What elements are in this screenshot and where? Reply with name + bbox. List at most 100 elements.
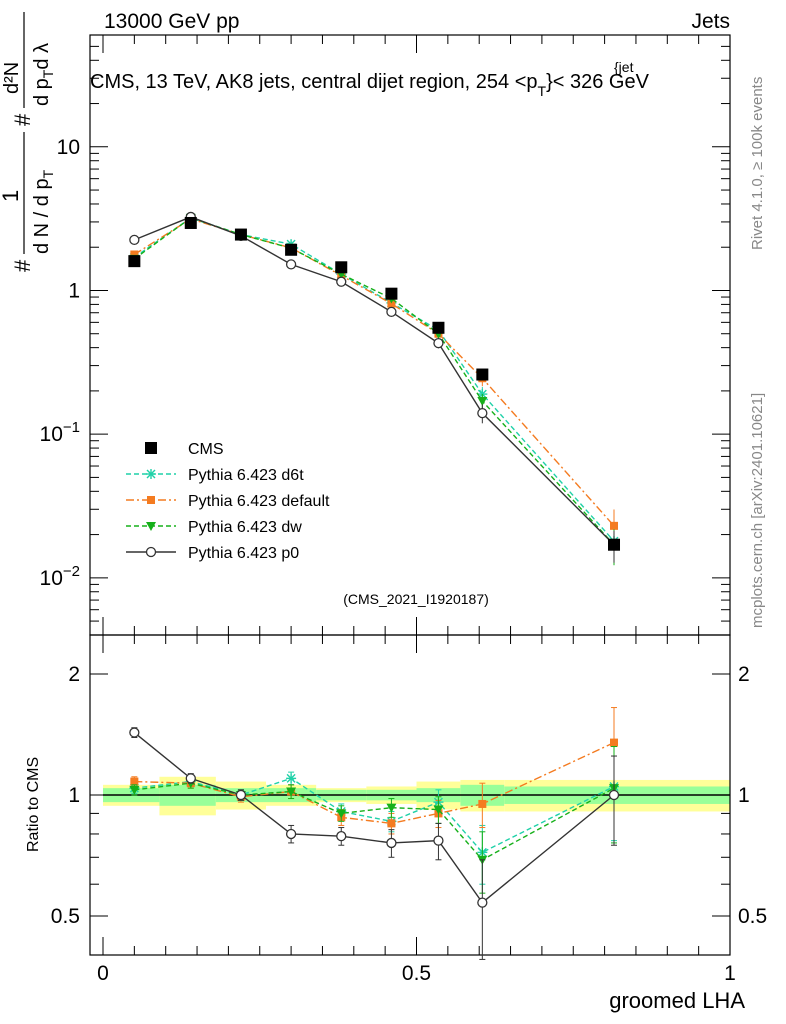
ratio-bands (103, 776, 730, 816)
p0-marker (477, 408, 488, 419)
y-tick-label-base: 10 (40, 423, 63, 446)
dw-marker (386, 803, 397, 813)
main-panel-frame (89, 34, 731, 636)
ylabel-hash2: # (10, 113, 35, 126)
d6t-ratio-line (134, 777, 615, 854)
ylabel-hash: # (10, 259, 35, 272)
ratio-y-tick-label-left: 2 (68, 663, 80, 686)
y-tick-label-base: 10 (40, 567, 63, 590)
p0-marker (477, 897, 488, 908)
x-tick-label: 0.5 (402, 962, 431, 985)
default-marker (147, 496, 155, 504)
title-sup: {jet (614, 59, 634, 75)
ratio-y-tick-label-left: 1 (68, 784, 80, 807)
mcplots-label: mcplots.cern.ch [arXiv:2401.10621] (749, 393, 766, 628)
y-tick-label: 10 (57, 136, 80, 159)
ratio-y-tick-label-right: 1 (738, 784, 750, 807)
p0-marker (285, 259, 297, 270)
title-end: }< 326 GeV (546, 71, 650, 93)
ylabel-den-end: d λ (31, 43, 53, 70)
cms-marker (184, 216, 197, 229)
ratio-tick-labels: 2 2 1 1 0.5 0.5 (51, 663, 767, 928)
dw-marker (286, 787, 297, 797)
cms-marker (432, 321, 445, 334)
title-main: CMS, 13 TeV, AK8 jets, central dijet reg… (90, 71, 538, 93)
p0-marker (185, 773, 196, 784)
ratio-ticks (90, 635, 731, 956)
y-tick-label-exp: −2 (63, 563, 80, 580)
legend-label-dw: Pythia 6.423 dw (188, 519, 302, 536)
ratio-series (129, 707, 620, 960)
cms-marker (285, 243, 298, 256)
rivet-label: Rivet 4.1.0, ≥ 100k events (749, 77, 766, 250)
ylabel-one: 1 (0, 190, 23, 202)
dw-marker (129, 785, 140, 795)
y-tick-label-exp: −1 (63, 419, 80, 436)
y-tick-label: 1 (68, 279, 80, 302)
p0-marker (285, 828, 297, 840)
legend: CMS Pythia 6.423 d6t Pythia 6.423 default P… (126, 441, 330, 562)
dw-marker (336, 809, 347, 819)
d6t-marker (146, 469, 156, 479)
legend-label-d6t: Pythia 6.423 d6t (188, 467, 304, 484)
p0-marker (145, 546, 157, 558)
d6t-marker (286, 773, 297, 784)
p0-marker (129, 727, 140, 738)
dw-marker (146, 522, 156, 531)
ratio-y-tick-label-left: 0.5 (51, 905, 80, 928)
cms-marker (385, 287, 398, 300)
cms-marker (608, 538, 621, 551)
default-marker (130, 777, 139, 786)
y-tick-label: 10−2 (40, 563, 80, 590)
ylabel-den-text: d p (31, 78, 53, 106)
p0-marker (129, 234, 140, 246)
default-marker (610, 521, 619, 530)
header-left: 13000 GeV pp (104, 10, 239, 33)
x-tick-label: 0 (97, 962, 109, 985)
ylabel-num: d²N (1, 62, 23, 94)
analysis-watermark: (CMS_2021_I1920187) (343, 591, 489, 607)
header-right: Jets (691, 10, 730, 33)
y-tick-label-base: 1 (68, 279, 80, 302)
default-marker (387, 819, 396, 828)
p0-marker (433, 835, 444, 846)
p0-marker (386, 306, 397, 317)
default-marker (130, 250, 139, 259)
cms-marker (128, 255, 141, 268)
ylabel-dn-text: d N / d p (31, 178, 53, 254)
p0-marker (336, 276, 347, 287)
y-tick-label: 10−1 (40, 419, 80, 446)
main-ticks (90, 34, 731, 636)
default-marker (610, 738, 619, 747)
ylabel-den: d pTd λ (31, 43, 56, 106)
legend-label-cms: CMS (188, 441, 224, 458)
ylabel-dn: d N / d pT (31, 169, 56, 254)
p0-marker (608, 789, 620, 801)
ratio-ylabel: Ratio to CMS (25, 757, 42, 852)
d6t-line (133, 217, 615, 542)
ylabel-den-sub: T (40, 69, 56, 78)
d6t-marker-d2 (146, 469, 156, 479)
p0-marker (386, 837, 397, 849)
cms-marker (335, 261, 348, 274)
default-marker (387, 299, 396, 308)
cms-marker (476, 368, 489, 381)
cms-marker (234, 228, 247, 241)
plot-title: CMS, 13 TeV, AK8 jets, central dijet reg… (90, 71, 650, 99)
ratio-y-tick-label-right: 2 (738, 663, 750, 686)
y-tick-label-base: 10 (57, 136, 80, 159)
p0-ratio-line (133, 732, 615, 904)
cms-marker (145, 442, 157, 454)
legend-label-default: Pythia 6.423 default (188, 493, 330, 510)
p0-marker (433, 337, 444, 349)
default-marker (478, 799, 487, 808)
dw-marker (477, 397, 488, 407)
p0-marker (235, 789, 247, 801)
ylabel-dn-sub: T (40, 169, 56, 178)
p0-marker (336, 831, 347, 842)
title-sub: T (538, 83, 547, 99)
x-tick-label: 1 (724, 962, 736, 985)
dw-ratio-line (134, 782, 615, 861)
